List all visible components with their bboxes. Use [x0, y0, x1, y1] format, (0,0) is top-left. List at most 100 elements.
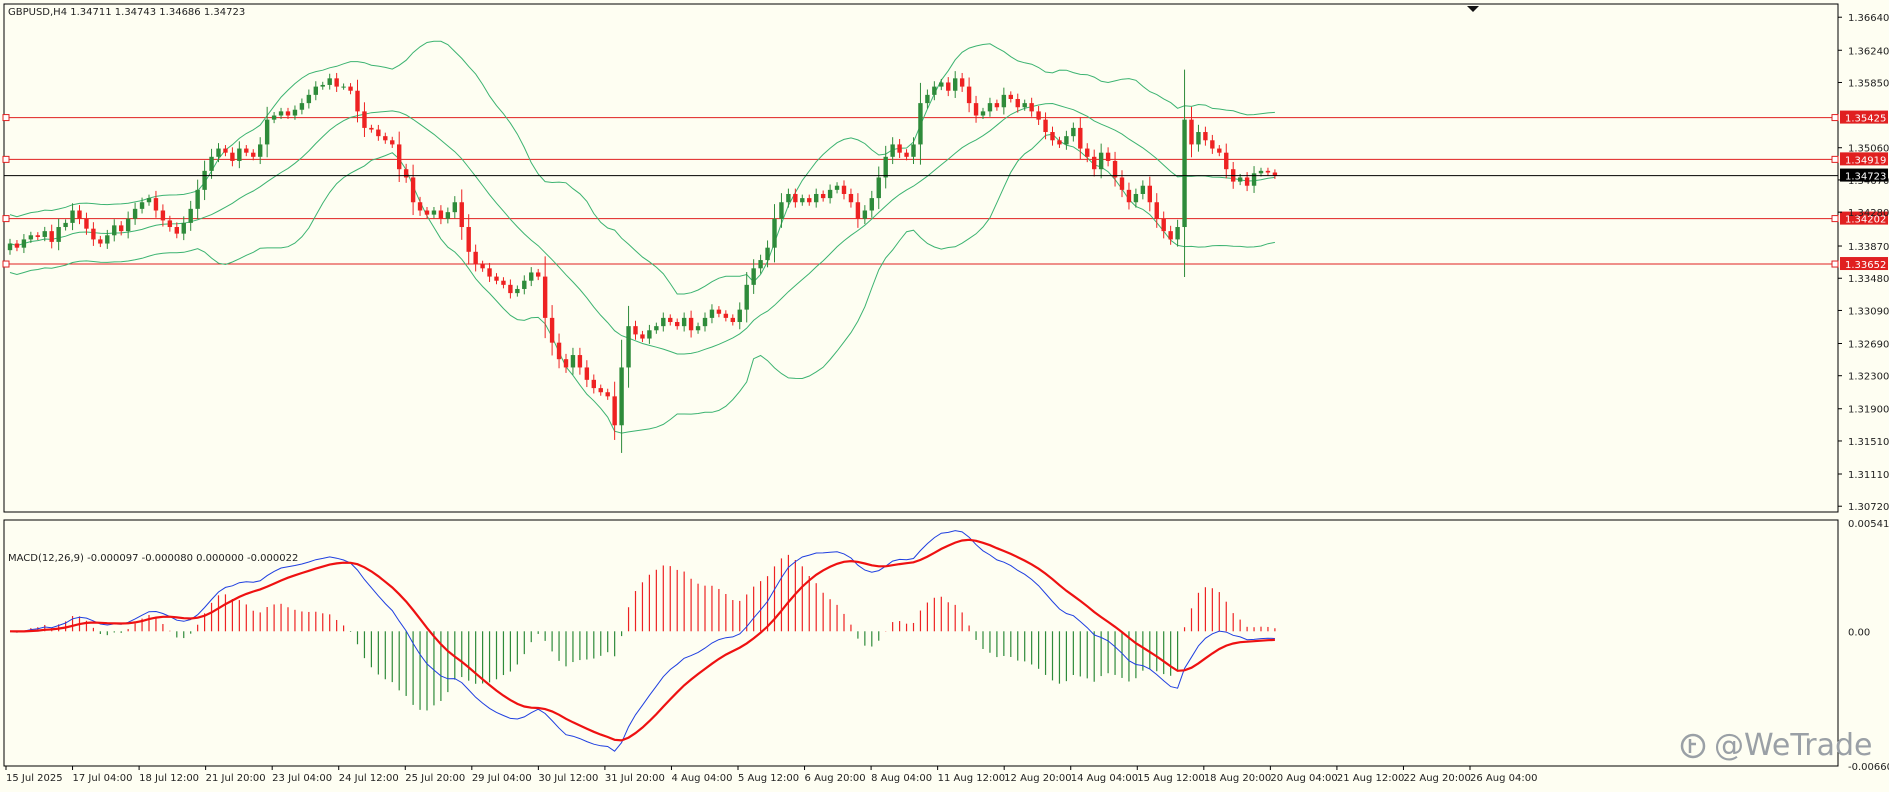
- candle: [14, 240, 20, 252]
- candle-body: [765, 247, 770, 261]
- candle: [230, 147, 235, 167]
- candle: [515, 285, 520, 297]
- candle-body: [834, 185, 840, 190]
- candle: [758, 254, 763, 274]
- candle: [42, 226, 47, 242]
- current-price-label: 1.34723: [1845, 172, 1886, 183]
- candle-body: [820, 193, 826, 199]
- candle-body: [1147, 185, 1152, 203]
- candle-body: [1001, 94, 1007, 108]
- candle: [1168, 225, 1173, 245]
- candle-body: [1189, 119, 1194, 145]
- candle: [195, 179, 200, 220]
- candle-body: [1105, 152, 1111, 161]
- candle: [1078, 116, 1083, 160]
- candle: [897, 139, 902, 159]
- candle-body: [1140, 185, 1146, 194]
- candle: [723, 310, 729, 322]
- candle-body: [153, 198, 159, 211]
- candle-body: [556, 342, 562, 360]
- price-tick-label: 1.35850: [1848, 78, 1889, 89]
- candle: [258, 137, 263, 165]
- candle: [341, 83, 346, 90]
- candle-body: [591, 379, 596, 389]
- candle-body: [1182, 119, 1187, 228]
- candle: [1022, 99, 1027, 111]
- candle: [675, 318, 680, 330]
- candle: [369, 124, 374, 133]
- candle: [1043, 112, 1048, 140]
- time-tick-label: 15 Jul 2025: [6, 773, 63, 784]
- candle: [591, 374, 596, 394]
- candle-body: [473, 251, 478, 265]
- candlesticks: [7, 69, 1278, 453]
- candle: [536, 268, 541, 281]
- candle-body: [160, 210, 166, 221]
- candle: [772, 204, 777, 263]
- level-price-label: 1.34919: [1845, 155, 1886, 166]
- candle-body: [793, 193, 798, 203]
- candle-body: [1244, 177, 1250, 186]
- current-price-tag: [1840, 168, 1888, 182]
- candle-body: [174, 227, 179, 234]
- level-handle-right[interactable]: [1831, 215, 1839, 223]
- candle-body: [1258, 170, 1264, 174]
- candle-body: [223, 148, 228, 153]
- candle: [285, 107, 291, 120]
- candle-body: [445, 212, 451, 219]
- candle-body: [167, 220, 173, 228]
- candle: [410, 164, 416, 216]
- level-handle-left[interactable]: [2, 260, 10, 268]
- candle-body: [897, 144, 902, 153]
- horizontal-levels[interactable]: 1.35425 1.34919 1.34202 1.33652: [2, 110, 1888, 271]
- candle: [807, 194, 812, 206]
- candle: [939, 78, 944, 91]
- level-price-label: 1.33652: [1845, 260, 1886, 271]
- level-handle-right[interactable]: [1831, 155, 1839, 163]
- candle-body: [1168, 231, 1173, 240]
- candle-body: [397, 144, 402, 170]
- main-panel: [3, 3, 1839, 513]
- price-tick-label: 1.30720: [1848, 502, 1889, 513]
- candle: [1008, 91, 1013, 103]
- candle-body: [1196, 132, 1201, 145]
- candle: [1224, 143, 1229, 179]
- candle: [334, 72, 339, 92]
- candle-body: [807, 198, 812, 203]
- candle: [119, 221, 124, 236]
- level-handle-right[interactable]: [1831, 260, 1839, 268]
- level-handle-left[interactable]: [2, 215, 10, 223]
- level-handle-left[interactable]: [2, 114, 10, 122]
- main-panel-frame: [3, 3, 1839, 513]
- macd-panel-frame: [3, 519, 1839, 767]
- candle-body: [98, 239, 103, 244]
- macd-line: [9, 530, 1275, 752]
- candle: [251, 149, 256, 161]
- candle-body: [598, 388, 603, 393]
- candle-body: [146, 198, 152, 203]
- candle-body: [633, 326, 638, 335]
- candle-body: [994, 103, 1000, 108]
- candle-body: [355, 90, 360, 112]
- time-tick-label: 18 Aug 20:00: [1204, 773, 1271, 784]
- candle-body: [348, 86, 353, 91]
- macd-tick-label: 0.00: [1848, 627, 1870, 638]
- candle-body: [327, 78, 332, 85]
- candle-body: [1098, 152, 1104, 170]
- candle: [174, 222, 179, 239]
- time-tick-label: 24 Jul 12:00: [339, 773, 399, 784]
- candle: [494, 273, 499, 285]
- candle: [1071, 122, 1076, 142]
- candle: [390, 136, 395, 148]
- level-handle-left[interactable]: [2, 155, 10, 163]
- candle-body: [1071, 127, 1076, 137]
- level-handle-right[interactable]: [1831, 114, 1839, 122]
- candle: [167, 215, 173, 232]
- candle: [869, 190, 874, 218]
- shift-marker-icon[interactable]: [1467, 6, 1479, 12]
- candle-body: [1050, 132, 1055, 141]
- candle-body: [966, 86, 972, 104]
- candle: [716, 306, 722, 318]
- candle: [1057, 136, 1062, 148]
